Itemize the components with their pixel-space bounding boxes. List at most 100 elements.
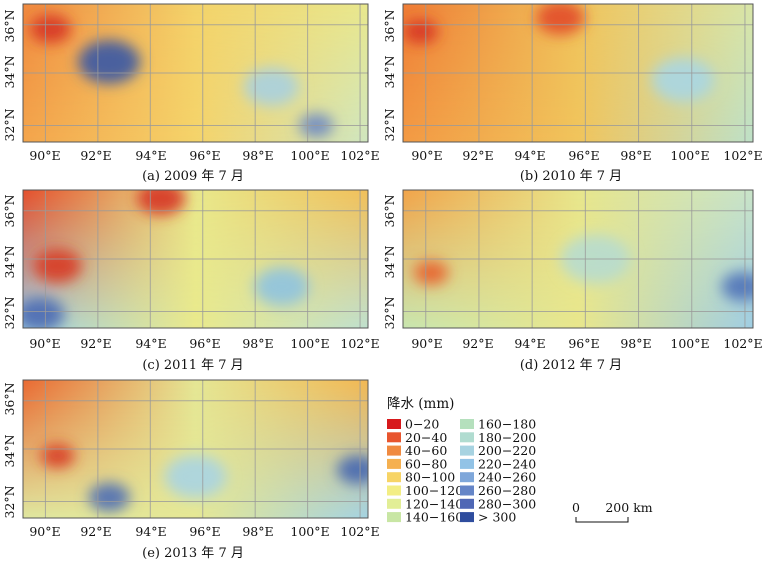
panel-d: 36°N 34°N 32°N 90°E 92°E 94°E 96°E 98°E … (382, 189, 763, 373)
panel-b-x-tick-102: 102°E (723, 148, 762, 163)
panel-c-x-tick-102: 102°E (340, 336, 379, 351)
legend-swatch (387, 485, 401, 496)
legend: 降水 (mm) 0−2020−4040−6060−8080−100100−120… (387, 396, 536, 525)
legend-swatch (387, 445, 401, 456)
panel-b-x-tick-96: 96°E (568, 148, 599, 163)
panel-d-x-tick-94: 94°E (514, 336, 545, 351)
precipitation-patch (88, 482, 130, 512)
panel-b-caption: (b) 2010 年 7 月 (520, 169, 622, 184)
panel-e-y-tick-36: 36°N (2, 382, 17, 415)
panel-c-x-tick-96: 96°E (189, 336, 220, 351)
legend-swatch (460, 419, 474, 429)
legend-swatch (460, 472, 474, 483)
panel-c-y-tick-32: 32°N (2, 296, 17, 329)
panel-e: 36°N 34°N 32°N 90°E 92°E 94°E 96°E 98°E … (2, 379, 380, 561)
legend-swatch (387, 472, 401, 483)
precipitation-patch (254, 267, 310, 306)
panel-a-x-tick-90: 90°E (29, 148, 60, 163)
precipitation-patch (164, 454, 227, 499)
legend-label: 240−260 (478, 470, 536, 485)
panel-a-y-tick-32: 32°N (2, 108, 17, 141)
scale-bar-distance-label: 200 km (605, 500, 652, 515)
map-a (22, 3, 369, 143)
panel-e-x-tick-96: 96°E (189, 524, 220, 539)
panel-d-y-tick-34: 34°N (382, 245, 397, 278)
scale-bar: 0 200 km (572, 500, 653, 523)
legend-label: 200−220 (478, 443, 536, 458)
panel-e-y-tick-32: 32°N (2, 485, 17, 518)
legend-label: 160−180 (478, 417, 536, 432)
panel-b-x-tick-100: 100°E (670, 148, 709, 163)
panel-a-y-tick-34: 34°N (2, 55, 17, 88)
legend-swatch (460, 432, 474, 443)
panel-b: 36°N 34°N 32°N 90°E 92°E 94°E 96°E 98°E … (382, 3, 763, 184)
panel-c-x-tick-90: 90°E (29, 336, 60, 351)
precipitation-patch (78, 40, 141, 84)
legend-swatch (460, 512, 474, 523)
legend-swatch (387, 458, 401, 469)
legend-label: 40−60 (405, 443, 447, 458)
panel-d-x-tick-92: 92°E (462, 336, 493, 351)
precipitation-patch (243, 67, 299, 107)
panel-d-caption: (d) 2012 年 7 月 (520, 358, 622, 373)
panel-a-x-tick-92: 92°E (80, 148, 111, 163)
legend-label: 80−100 (405, 470, 455, 485)
panel-c-x-tick-98: 98°E (242, 336, 273, 351)
panel-c-x-tick-92: 92°E (80, 336, 111, 351)
panel-e-y-tick-34: 34°N (2, 434, 17, 467)
panel-a-x-tick-94: 94°E (135, 148, 166, 163)
panel-d-x-tick-98: 98°E (620, 336, 651, 351)
scale-bar-zero-label: 0 (572, 500, 580, 515)
map-frame (22, 189, 369, 329)
panel-b-y-tick-34: 34°N (382, 55, 397, 88)
map-frame (402, 189, 754, 329)
panel-d-x-tick-102: 102°E (723, 336, 762, 351)
panel-d-x-tick-90: 90°E (411, 336, 442, 351)
map-grid (403, 190, 753, 328)
panel-c-y-tick-36: 36°N (2, 194, 17, 227)
legend-label: 180−200 (478, 430, 536, 445)
panel-d-x-tick-100: 100°E (670, 336, 709, 351)
map-b (402, 3, 754, 143)
panel-b-x-tick-90: 90°E (411, 148, 442, 163)
panel-b-y-tick-36: 36°N (382, 9, 397, 42)
panel-a-caption: (a) 2009 年 7 月 (142, 169, 244, 184)
legend-swatch (460, 485, 474, 496)
legend-label: 0−20 (405, 417, 439, 432)
precipitation-patch (40, 443, 75, 468)
legend-label: 220−240 (478, 456, 536, 471)
precipitation-patch (29, 14, 72, 44)
panel-a: 36°N 34°N 32°N 90°E 92°E 94°E 96°E 98°E … (2, 3, 380, 184)
panel-a-x-tick-100: 100°E (290, 148, 329, 163)
panel-c-x-tick-94: 94°E (135, 336, 166, 351)
legend-label: 20−40 (405, 430, 447, 445)
panel-e-x-tick-98: 98°E (242, 524, 273, 539)
legend-swatch (460, 445, 474, 456)
map-grid (403, 4, 753, 142)
panel-e-x-tick-94: 94°E (135, 524, 166, 539)
panel-c-y-tick-34: 34°N (2, 245, 17, 278)
legend-swatch (387, 432, 401, 443)
legend-swatch (387, 498, 401, 509)
panel-c-x-tick-100: 100°E (290, 336, 329, 351)
legend-label: 260−280 (478, 483, 536, 498)
map-frame (22, 3, 369, 143)
legend-label: 60−80 (405, 456, 447, 471)
legend-label: 120−140 (405, 496, 463, 511)
panel-c: 36°N 34°N 32°N 90°E 92°E 94°E 96°E 98°E … (2, 189, 380, 373)
map-frame (22, 379, 369, 519)
precipitation-patch (536, 4, 585, 35)
panel-e-x-tick-100: 100°E (290, 524, 329, 539)
panel-b-x-tick-98: 98°E (620, 148, 651, 163)
map-e (22, 379, 369, 519)
panel-a-y-tick-36: 36°N (2, 9, 17, 42)
panel-e-caption: (e) 2013 年 7 月 (142, 546, 244, 561)
legend-swatch (387, 512, 401, 523)
panel-b-y-tick-32: 32°N (382, 108, 397, 141)
panel-d-x-tick-96: 96°E (568, 336, 599, 351)
panel-e-x-tick-102: 102°E (340, 524, 379, 539)
panel-d-y-tick-32: 32°N (382, 296, 397, 329)
panel-e-x-tick-90: 90°E (29, 524, 60, 539)
map-grid (23, 190, 368, 328)
